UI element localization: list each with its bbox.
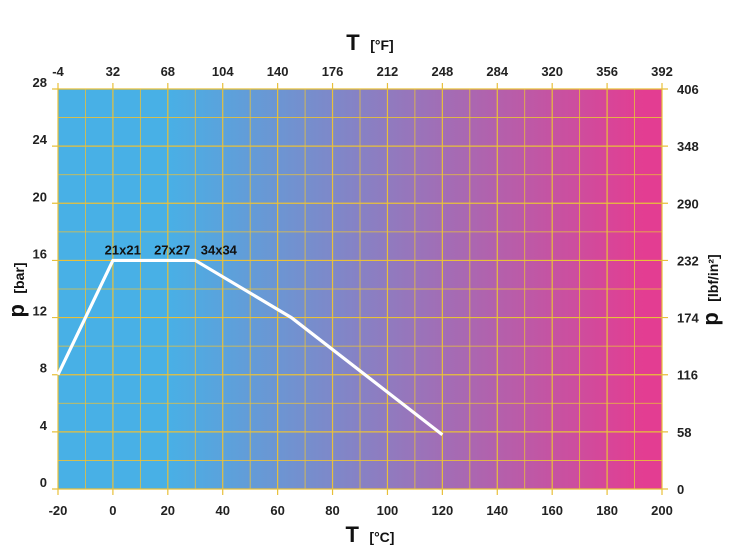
x-bottom-tick-label: 0 [109, 503, 116, 518]
x-top-tick-labels: -4 32 68 104 140 176 212 248 284 320 356 392 [52, 64, 673, 79]
x-top-tick-label: 140 [267, 64, 289, 79]
x-bottom-tick-label: 120 [432, 503, 454, 518]
x-bottom-tick-label: 60 [270, 503, 284, 518]
x-top-tick-label: 32 [106, 64, 120, 79]
annotation-label: 34x34 [201, 243, 238, 258]
x-top-tick-label: 104 [212, 64, 234, 79]
minor-gridlines [58, 89, 662, 489]
y-left-tick-label: 12 [33, 304, 47, 319]
y-right-tick-label: 116 [677, 368, 698, 383]
y-left-tick-label: 28 [33, 75, 47, 90]
y-right-axis-title: p [lbf/in²] [698, 254, 723, 325]
x-bottom-tick-label: 100 [377, 503, 399, 518]
x-top-tick-label: -4 [52, 64, 64, 79]
x-bottom-tick-labels: -20 0 20 40 60 80 100 120 140 160 180 200 [49, 503, 673, 518]
y-left-tick-label: 20 [33, 189, 47, 204]
y-left-tick-label: 0 [40, 475, 47, 490]
x-bottom-tick-label: -20 [49, 503, 68, 518]
y-left-axis-title: p [bar] [4, 262, 29, 317]
x-top-tick-label: 392 [651, 64, 673, 79]
x-top-tick-label: 212 [377, 64, 399, 79]
annotations: 21x21 27x27 34x34 [105, 243, 238, 258]
x-top-tick-label: 68 [161, 64, 175, 79]
x-bottom-tick-label: 180 [596, 503, 618, 518]
pressure-limit-line [56, 258, 444, 436]
x-bottom-tick-label: 200 [651, 503, 673, 518]
x-top-axis-title: T [°F] [346, 30, 393, 55]
y-right-tick-label: 290 [677, 196, 699, 211]
x-bottom-axis-title: T [°C] [346, 522, 395, 547]
y-right-tick-label: 174 [677, 311, 699, 326]
y-right-tick-label: 232 [677, 253, 699, 268]
y-right-tick-label: 348 [677, 139, 699, 154]
x-top-tick-label: 176 [322, 64, 344, 79]
y-left-tick-label: 8 [40, 361, 47, 376]
y-right-tick-label: 0 [677, 482, 684, 497]
x-top-tick-label: 356 [596, 64, 618, 79]
y-left-tick-label: 24 [33, 132, 48, 147]
y-right-tick-labels: 0 58 116 174 232 290 348 406 [677, 82, 699, 497]
y-right-tick-label: 406 [677, 82, 699, 97]
x-bottom-tick-label: 20 [161, 503, 175, 518]
annotation-label: 21x21 [105, 243, 141, 258]
y-left-tick-label: 4 [40, 418, 48, 433]
y-left-tick-labels: 0 4 8 12 16 20 24 28 [33, 75, 48, 490]
y-right-tick-label: 58 [677, 425, 691, 440]
x-top-tick-label: 284 [486, 64, 508, 79]
x-bottom-tick-label: 80 [325, 503, 339, 518]
x-top-tick-label: 248 [432, 64, 454, 79]
x-bottom-tick-label: 160 [541, 503, 563, 518]
y-left-tick-label: 16 [33, 246, 47, 261]
x-bottom-tick-label: 40 [215, 503, 229, 518]
x-top-tick-label: 320 [541, 64, 563, 79]
annotation-label: 27x27 [154, 243, 190, 258]
x-bottom-tick-label: 140 [486, 503, 508, 518]
